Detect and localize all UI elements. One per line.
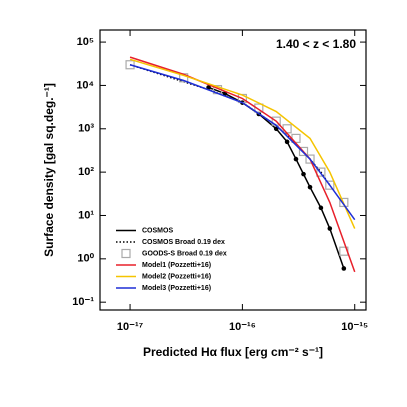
x-axis-label: Predicted Hα flux [erg cm⁻² s⁻¹] (143, 345, 323, 359)
data-point (318, 205, 324, 211)
y-tick-label: 10⁵ (77, 36, 94, 48)
legend-label: Model3 (Pozzetti+16) (142, 285, 211, 292)
data-point (325, 180, 335, 190)
data-point (339, 197, 349, 208)
data-point (327, 226, 333, 231)
legend-label: Model1 (Pozzetti+16) (142, 262, 211, 269)
y-tick-label: 10⁰ (77, 253, 94, 265)
data-point (125, 60, 135, 70)
annotation: 1.40 < z < 1.80 (276, 37, 356, 51)
data-point (307, 184, 313, 190)
data-point (284, 139, 290, 145)
data-point (316, 167, 326, 177)
data-point (282, 124, 292, 134)
plot-frame (99, 29, 367, 311)
legend-label: GOODS-S Broad 0.19 dex (142, 250, 227, 257)
data-point (341, 266, 347, 271)
y-tick-label: 10² (78, 166, 94, 178)
legend-label: COSMOS Broad 0.19 dex (142, 239, 225, 246)
x-tick-label: 10⁻¹⁶ (229, 321, 256, 333)
data-point (305, 154, 315, 164)
legend-swatch (121, 248, 131, 259)
y-tick-label: 10⁴ (76, 79, 94, 91)
data-point (301, 171, 306, 177)
x-tick-label: 10⁻¹⁷ (117, 321, 144, 333)
y-tick-label: 10¹ (78, 209, 94, 221)
data-point (254, 103, 264, 113)
y-axis-label: Surface density [gal sq.deg.⁻¹] (42, 83, 56, 257)
legend-label: COSMOS (142, 227, 173, 234)
data-point (293, 156, 299, 162)
series-line (129, 58, 356, 229)
x-tick-label: 10⁻¹⁵ (341, 321, 368, 333)
data-point (298, 146, 309, 157)
series-line (129, 56, 356, 273)
y-tick-label: 10³ (78, 123, 94, 135)
data-point (273, 126, 279, 132)
y-tick-label: 10⁻¹ (72, 296, 94, 308)
series-line (129, 64, 356, 221)
legend-label: Model2 (Pozzetti+16) (142, 273, 211, 280)
